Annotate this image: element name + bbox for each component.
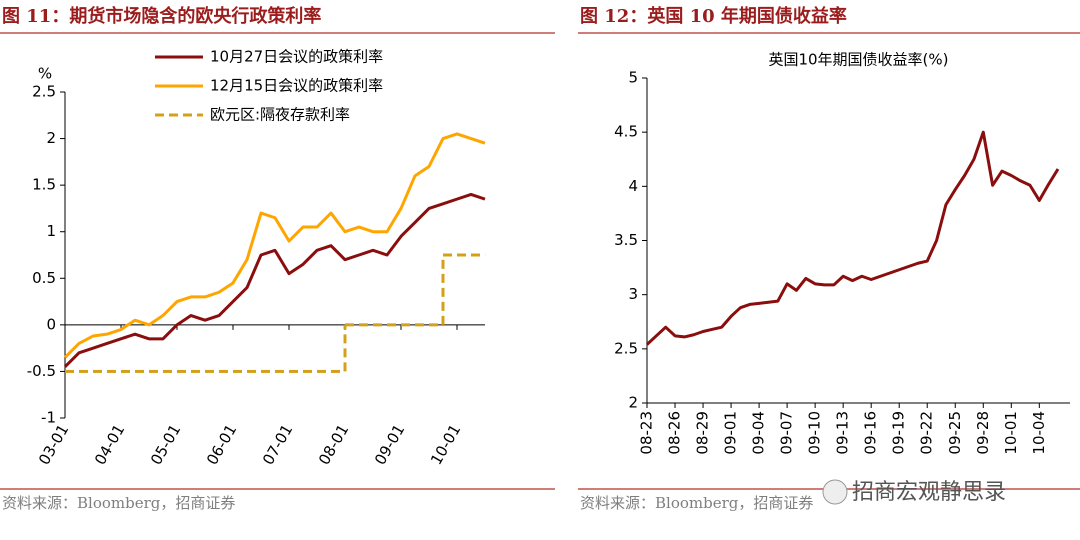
x-tick-label: 08-26 bbox=[666, 411, 684, 455]
x-tick-label: 09-10 bbox=[806, 411, 824, 455]
x-tick-label: 05-01 bbox=[147, 421, 184, 468]
y-tick-label: 3.5 bbox=[614, 231, 638, 249]
y-tick-label: 1.5 bbox=[32, 176, 56, 194]
x-tick-label: 09-25 bbox=[946, 411, 964, 455]
x-tick-label: 06-01 bbox=[203, 421, 240, 468]
legend-label: 10月27日会议的政策利率 bbox=[210, 48, 383, 66]
x-tick-label: 03-01 bbox=[35, 421, 72, 468]
source-note: 资料来源：Bloomberg，招商证券 bbox=[580, 494, 813, 512]
watermark-icon bbox=[822, 479, 848, 505]
x-tick-label: 09-19 bbox=[890, 411, 908, 455]
x-tick-label: 08-01 bbox=[315, 421, 352, 468]
x-tick-label: 09-22 bbox=[918, 411, 936, 455]
x-tick-label: 08-23 bbox=[638, 411, 656, 455]
series-line bbox=[63, 192, 486, 368]
x-tick-label: 09-01 bbox=[722, 411, 740, 455]
y-tick-label: 3 bbox=[628, 285, 638, 303]
x-tick-label: 10-01 bbox=[1002, 411, 1020, 455]
y-tick-label: 2.5 bbox=[614, 339, 638, 357]
legend-label: 12月15日会议的政策利率 bbox=[210, 77, 383, 95]
y-tick-label: 4 bbox=[628, 177, 638, 195]
y-tick-label: 5 bbox=[628, 69, 638, 87]
x-tick-label: 07-01 bbox=[259, 421, 296, 468]
y-tick-label: 0.5 bbox=[32, 269, 56, 287]
y-tick-label: 2.5 bbox=[32, 83, 56, 101]
series-line bbox=[645, 130, 1060, 346]
x-tick-label: 09-16 bbox=[862, 411, 880, 455]
y-tick-label: 0 bbox=[46, 315, 56, 333]
y-axis-label: % bbox=[38, 65, 52, 83]
x-tick-label: 09-07 bbox=[778, 411, 796, 455]
y-tick-label: -1 bbox=[41, 409, 56, 427]
x-tick-label: 04-01 bbox=[91, 421, 128, 468]
series-line bbox=[63, 132, 486, 359]
y-tick-label: 1 bbox=[46, 222, 56, 240]
x-tick-label: 09-28 bbox=[974, 411, 992, 455]
chart-title: 英国10年期国债收益率(%) bbox=[768, 51, 948, 69]
source-note: 资料来源：Bloomberg，招商证券 bbox=[2, 494, 235, 512]
x-tick-label: 09-04 bbox=[750, 411, 768, 455]
figure-caption: 图 12：英国 10 年期国债收益率 bbox=[580, 5, 847, 27]
watermark: 招商宏观静思录 bbox=[852, 480, 1006, 505]
legend-label: 欧元区:隔夜存款利率 bbox=[210, 106, 350, 124]
x-tick-label: 08-29 bbox=[694, 411, 712, 455]
y-tick-label: 4.5 bbox=[614, 123, 638, 141]
x-tick-label: 09-01 bbox=[371, 421, 408, 468]
y-tick-label: 2 bbox=[628, 394, 638, 412]
figure-caption: 图 11：期货市场隐含的欧央行政策利率 bbox=[2, 5, 321, 27]
x-tick-label: 09-13 bbox=[834, 411, 852, 455]
x-tick-label: 10-01 bbox=[427, 421, 464, 468]
y-tick-label: -0.5 bbox=[27, 362, 56, 380]
y-tick-label: 2 bbox=[46, 129, 56, 147]
x-tick-label: 10-04 bbox=[1030, 411, 1048, 455]
